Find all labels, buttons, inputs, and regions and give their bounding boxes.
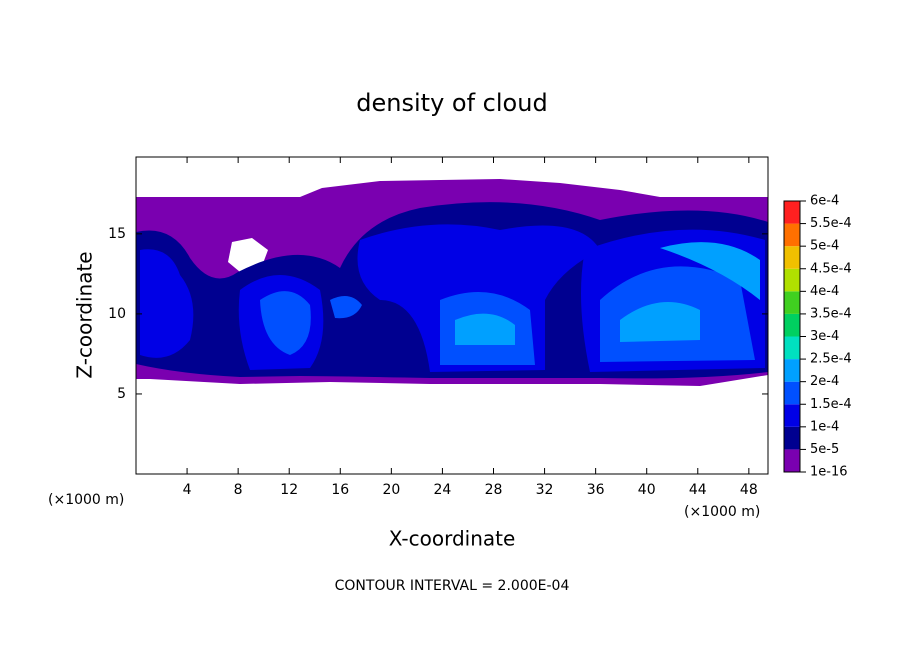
- colorbar-swatch: [784, 426, 800, 450]
- x-tick-label: 36: [587, 482, 605, 498]
- x-tick-label: 28: [485, 482, 503, 498]
- y-tick-label: 5: [117, 386, 126, 402]
- colorbar-label: 5.5e-4: [810, 216, 852, 231]
- colorbar-swatch: [784, 223, 800, 247]
- x-tick-label: 8: [234, 482, 243, 498]
- x-tick-label: 44: [689, 482, 707, 498]
- colorbar-label: 1e-4: [810, 419, 839, 434]
- plot-frame: [135, 156, 769, 475]
- x-unit: (×1000 m): [684, 504, 760, 520]
- x-tick-label: 12: [280, 482, 298, 498]
- chart-title: density of cloud: [356, 89, 547, 117]
- colorbar-swatch: [784, 449, 800, 472]
- colorbar-label: 5e-4: [810, 239, 839, 254]
- y-tick-label: 10: [108, 306, 126, 322]
- x-tick-label: 20: [382, 482, 400, 498]
- colorbar-swatch: [784, 359, 800, 382]
- colorbar-swatch: [784, 381, 800, 405]
- y-unit: (×1000 m): [48, 492, 124, 508]
- colorbar-swatch: [784, 268, 800, 292]
- colorbar-label: 1.5e-4: [810, 397, 852, 412]
- x-tick-label: 48: [740, 482, 758, 498]
- x-tick-label: 40: [638, 482, 656, 498]
- colorbar-label: 3.5e-4: [810, 306, 852, 321]
- colorbar-label: 2e-4: [810, 374, 839, 389]
- colorbar-swatch: [784, 404, 800, 427]
- contour-region: [455, 242, 760, 345]
- colorbar-label: 4.5e-4: [810, 261, 852, 276]
- y-tick-label: 15: [108, 226, 126, 242]
- colorbar-label: 5e-5: [810, 442, 839, 457]
- colorbar-swatch: [784, 291, 800, 314]
- x-tick-label: 4: [183, 482, 192, 498]
- colorbar-label: 1e-16: [810, 465, 848, 480]
- y-axis-label: Z-coordinate: [73, 251, 97, 378]
- colorbar-label: 6e-4: [810, 194, 839, 209]
- colorbar-label: 3e-4: [810, 329, 839, 344]
- x-tick-label: 16: [331, 482, 349, 498]
- x-axis-label: X-coordinate: [389, 527, 516, 551]
- colorbar-swatch: [784, 336, 800, 360]
- colorbar-swatch: [784, 201, 800, 224]
- colorbar-label: 2.5e-4: [810, 352, 852, 367]
- contour-field: [136, 179, 768, 386]
- colorbar-swatch: [784, 313, 800, 337]
- colorbar-swatch: [784, 246, 800, 269]
- colorbar-label: 4e-4: [810, 284, 839, 299]
- contour-note: CONTOUR INTERVAL = 2.000E-04: [335, 578, 570, 594]
- x-tick-label: 32: [536, 482, 554, 498]
- x-tick-label: 24: [434, 482, 452, 498]
